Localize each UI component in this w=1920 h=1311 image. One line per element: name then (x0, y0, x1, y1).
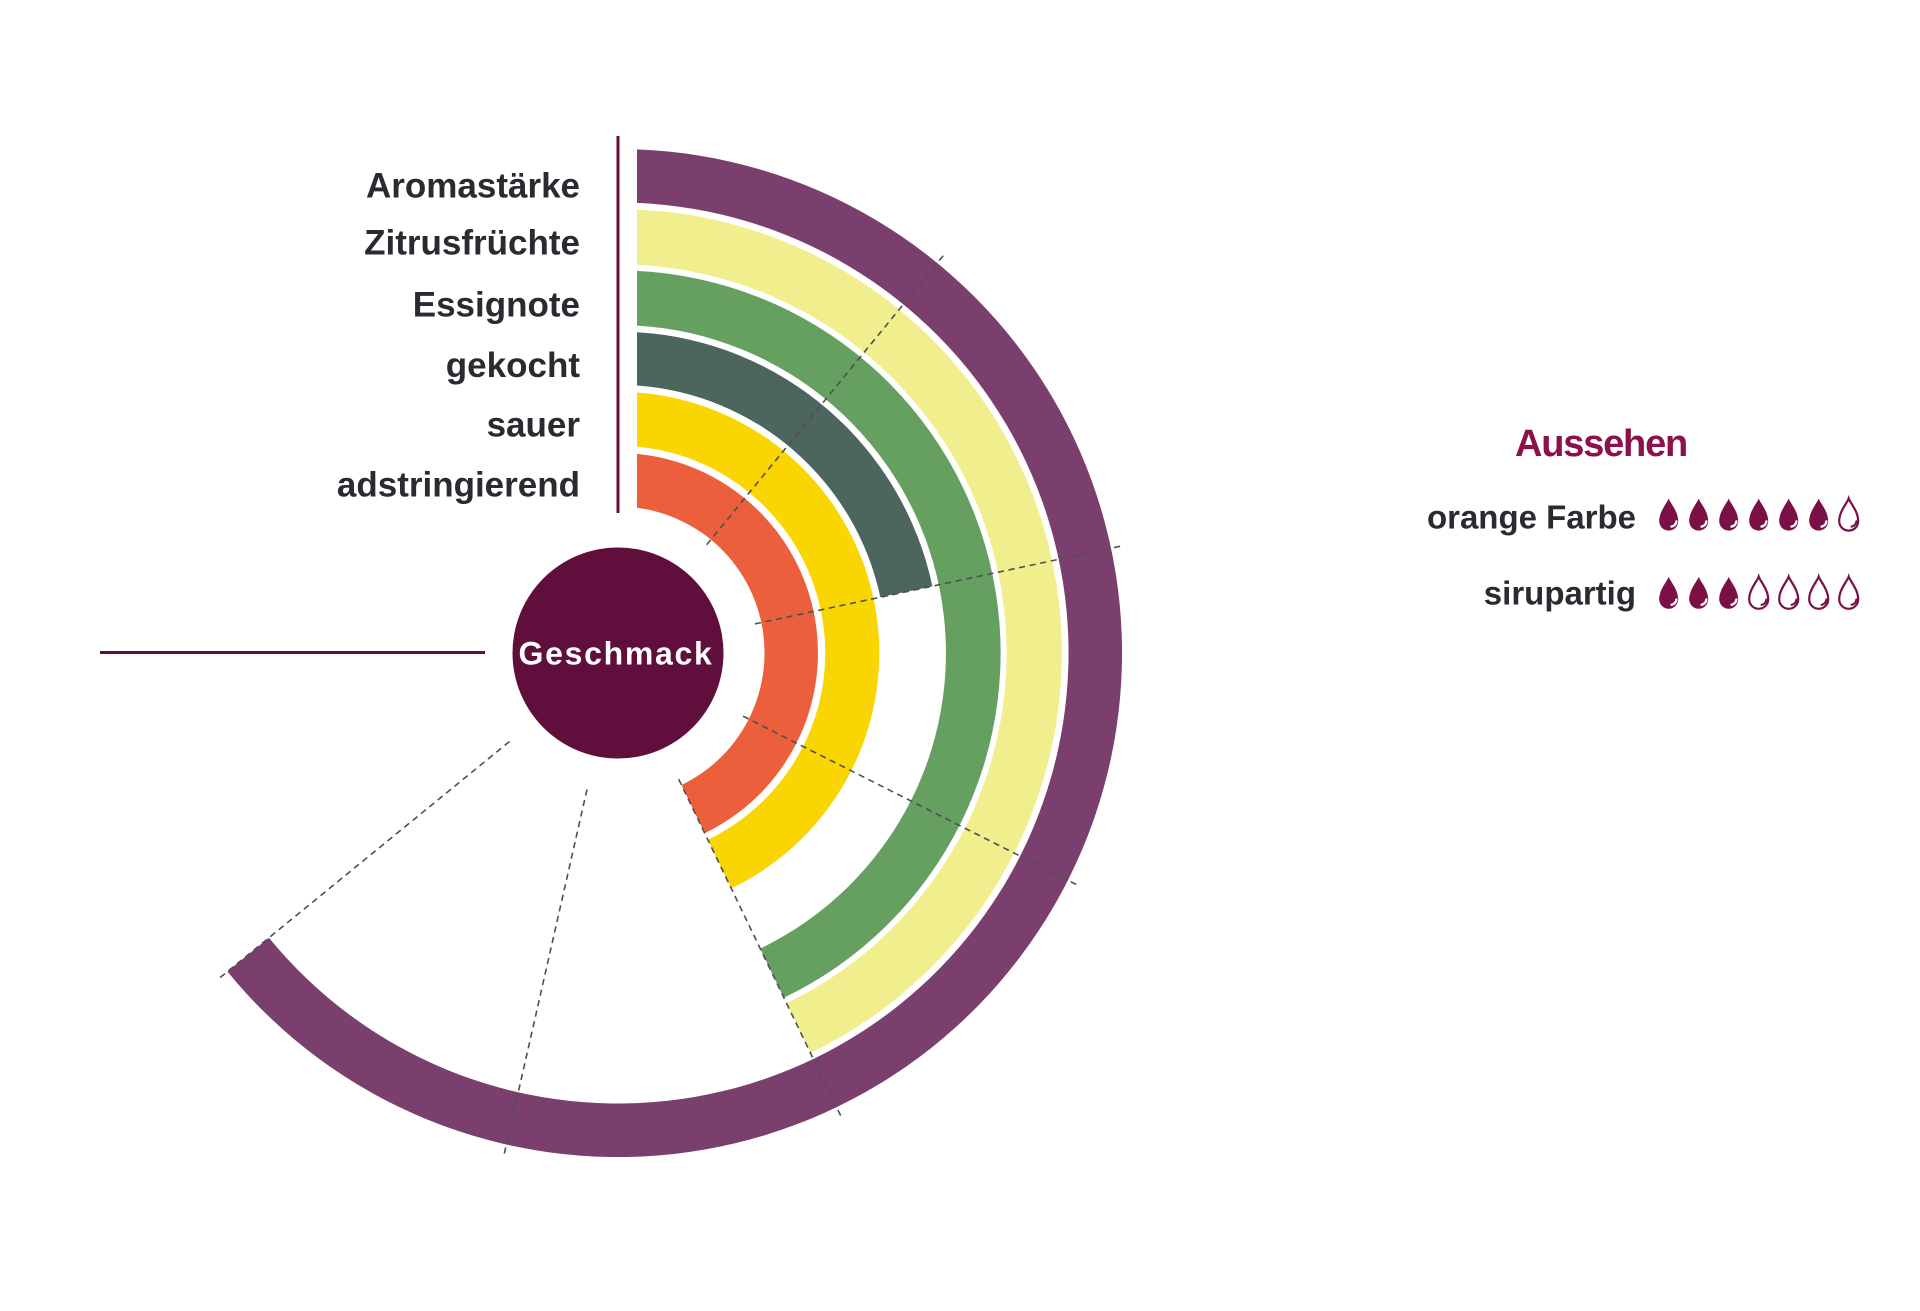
svg-text:gekocht: gekocht (446, 346, 581, 385)
svg-text:Aussehen: Aussehen (1515, 423, 1687, 465)
svg-text:Aromastärke: Aromastärke (366, 167, 580, 206)
svg-text:Zitrusfrüchte: Zitrusfrüchte (364, 224, 580, 263)
svg-text:sauer: sauer (487, 406, 581, 445)
svg-text:Essignote: Essignote (413, 286, 580, 325)
svg-text:Geschmack: Geschmack (519, 636, 714, 672)
svg-text:orange Farbe: orange Farbe (1427, 499, 1636, 536)
svg-text:adstringierend: adstringierend (337, 465, 580, 504)
svg-text:sirupartig: sirupartig (1484, 575, 1636, 612)
